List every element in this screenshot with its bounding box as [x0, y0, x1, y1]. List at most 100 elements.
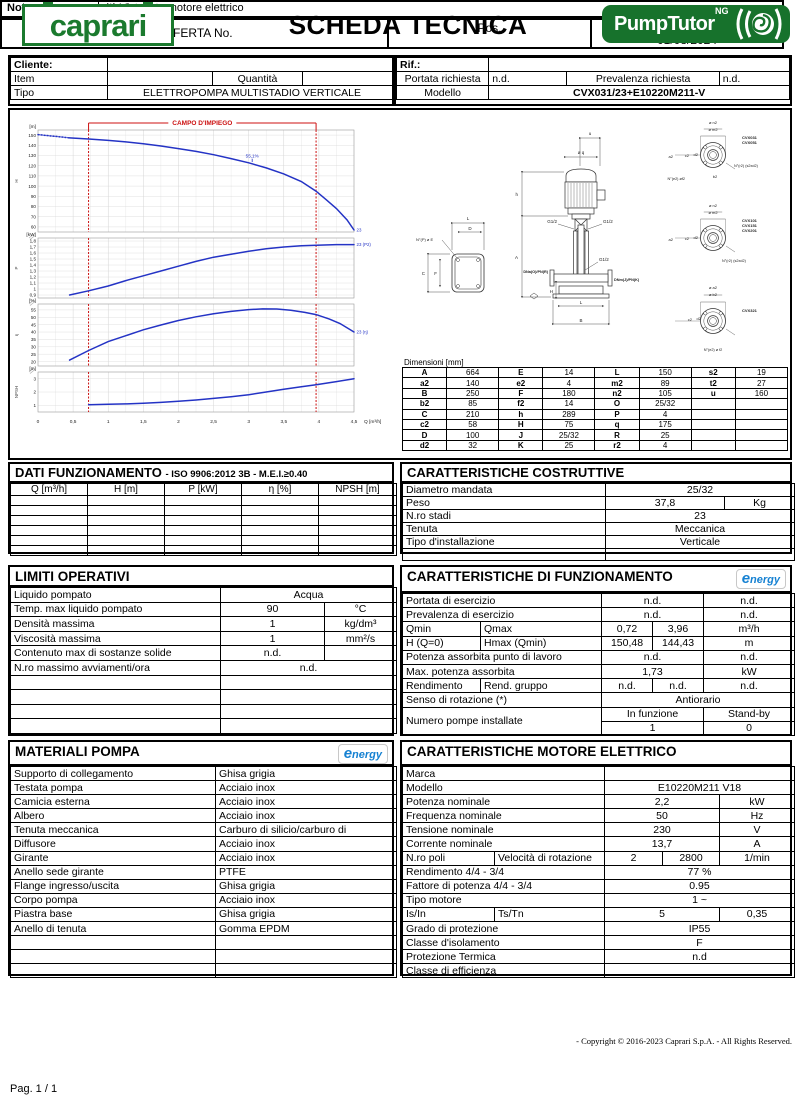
dim-label-plate-D: D: [468, 226, 472, 231]
table-cell: Supporto di collegamento: [10, 765, 216, 782]
table-cell: [164, 515, 242, 526]
base-plate-drawing: [426, 221, 486, 294]
table-row: [10, 963, 397, 979]
table-row: Flange ingresso/uscita Ghisa grigia: [10, 878, 397, 894]
table-cell: [10, 718, 221, 734]
table-cell: Anello sede girante: [10, 864, 216, 880]
table-cell: Tensione nominale: [402, 822, 605, 838]
offerta-label: OFFERTA No.: [2, 20, 389, 47]
table-cell: Protezione Termica: [402, 949, 605, 965]
svg-text:1: 1: [33, 287, 36, 292]
table-cell: 1/min: [718, 850, 796, 866]
table-cell: 1,73: [601, 663, 705, 680]
svg-text:35: 35: [31, 337, 37, 342]
table-cell: 664: [446, 366, 500, 379]
client-left-table: Cliente: Item Quantità Tipo ELETTROPOMPA MUL…: [10, 57, 398, 100]
svg-text:30: 30: [31, 345, 37, 350]
table-cell: Piastra base: [10, 906, 216, 923]
table-row: [10, 935, 397, 951]
table-cell: B: [401, 387, 448, 400]
table-cell: [10, 495, 88, 506]
table-cell: R: [594, 429, 640, 441]
table-row: Diffusore Acciaio inox: [10, 836, 397, 852]
table-row: b2 85 f2 14 O 25/32: [401, 398, 789, 410]
table-cell: 2800: [662, 850, 720, 866]
table-cell: Ghisa grigia: [215, 906, 397, 923]
energy-badge-text: nergy: [750, 574, 780, 586]
energy-badge: energy: [337, 744, 388, 764]
table-cell: 210: [446, 408, 500, 420]
table-row: [10, 718, 397, 734]
dim-label-q: ø q: [578, 150, 585, 155]
table-row: Contenuto max di sostanze solide n.d.: [10, 645, 397, 661]
table-cell: [734, 398, 789, 410]
table-cell: r2: [594, 439, 640, 452]
table-cell: NPSH [m]: [318, 483, 397, 496]
table-cell: [734, 429, 789, 441]
table-cell: A: [718, 836, 796, 852]
svg-text:120: 120: [28, 163, 36, 168]
table-cell: 23: [605, 509, 795, 523]
table-cell: [10, 535, 88, 546]
table-cell: P: [594, 408, 640, 420]
table-cell: [318, 505, 397, 516]
reference-info-table: Rif.: Portata richiesta n.d. Prevalenza ric…: [394, 55, 792, 106]
table-cell: [241, 505, 319, 516]
table-cell: Max. potenza assorbita: [401, 663, 603, 680]
table-row: Fattore di potenza 4/4 - 3/4 0.95: [402, 878, 796, 894]
table-cell: [734, 439, 789, 452]
table-cell: [690, 429, 736, 441]
flange1-label-r2: N°(r2) (s2xd2): [734, 164, 759, 168]
table-cell: O: [594, 398, 640, 410]
svg-text:1,5: 1,5: [30, 257, 37, 262]
svg-text:0: 0: [37, 419, 40, 425]
dim-label-B: B: [579, 318, 582, 323]
table-cell: Diametro mandata: [402, 483, 606, 497]
table-row: Protezione Termica n.d: [402, 949, 796, 965]
table-cell: [10, 963, 216, 979]
table-cell: [690, 418, 736, 431]
table-cell: 0.95: [603, 878, 796, 894]
table-row: [10, 545, 397, 556]
table-cell: P [kW]: [164, 483, 242, 496]
pumptutor-swirl-icon: [736, 8, 782, 40]
table-cell: Antiorario: [601, 692, 796, 708]
table-row: Peso 37,8 Kg: [402, 496, 795, 510]
funzionamento-title: CARATTERISTICHE DI FUNZIONAMENTO: [407, 569, 673, 584]
table-cell: [318, 525, 397, 536]
flange3-label-c2: c2: [688, 317, 693, 322]
table-cell: Velocità di rotazione: [494, 850, 605, 866]
pumptutor-ng-label: NG: [715, 6, 729, 16]
table-cell: IP55: [603, 921, 796, 937]
table-cell: Modello: [395, 85, 490, 100]
table-row: Grado di protezione IP55: [402, 921, 796, 937]
section-title: MATERIALI POMPA energy: [10, 742, 392, 766]
table-cell: Peso: [402, 496, 606, 510]
flange2-model-2: CVX151: [742, 223, 758, 228]
pumptutor-logo-text: PumpTutor: [614, 13, 715, 35]
table-row: [10, 505, 397, 516]
page-title: SCHEDA TECNICA: [288, 10, 528, 40]
flange2-label-a2: a2: [669, 237, 674, 242]
table-cell: n.d.: [703, 607, 796, 623]
table-row: Viscosità massima 1 mm²/s: [10, 630, 397, 647]
svg-text:NPSH: NPSH: [14, 386, 19, 398]
dim-label-g12-low: G1/2: [599, 257, 609, 262]
table-cell: a2: [401, 377, 448, 389]
table-cell: 3,96: [652, 621, 705, 637]
dim-label-plate-L: L: [467, 216, 470, 221]
table-cell: [603, 765, 796, 782]
table-cell: [164, 535, 242, 546]
table-cell: 75: [542, 418, 596, 431]
table-cell: 0,72: [601, 621, 654, 637]
caprari-logo: caprari: [22, 2, 174, 46]
flange1-label-c2: c2: [685, 153, 690, 158]
table-row: C 210 h 289 P 4: [401, 408, 789, 420]
flange1-model-1: CVX031: [742, 135, 758, 140]
svg-text:1,5: 1,5: [140, 419, 147, 425]
dimensions-table: A 664 E 14 L 150 s2 19 a2 140 e2 4 m2 89 t2 27 B 250 F 180 n…: [401, 366, 789, 452]
dim-label-F: F: [434, 271, 437, 276]
dati-subtitle: - ISO 9906:2012 3B - M.E.I.≥0.40: [165, 469, 308, 480]
flange1-label-d2: d2: [694, 152, 699, 157]
svg-text:23: 23: [357, 227, 362, 232]
